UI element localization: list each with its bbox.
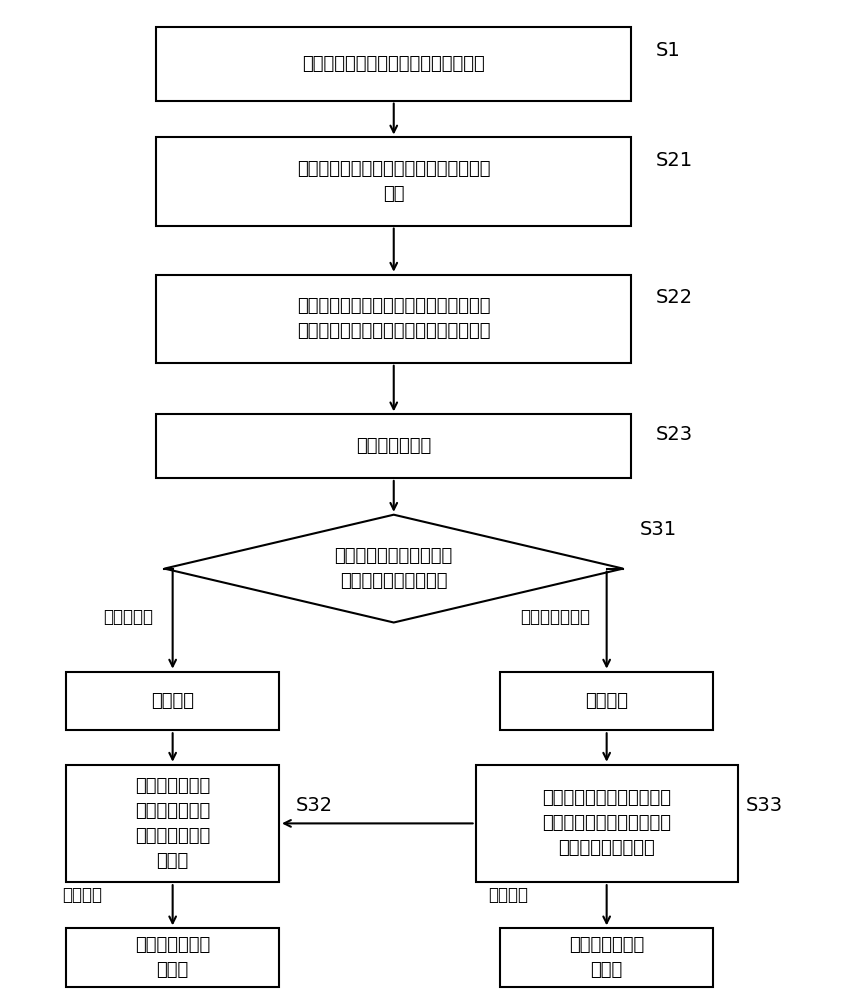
FancyBboxPatch shape [499, 928, 712, 987]
Text: 运算得到包含有从展开前图片逐渐展开变
换至展开后图片的展开过程的多帧图片；: 运算得到包含有从展开前图片逐渐展开变 换至展开后图片的展开过程的多帧图片； [296, 297, 490, 340]
Text: S23: S23 [655, 425, 692, 444]
Text: 开始动画: 开始动画 [584, 692, 627, 710]
Text: 时间完成: 时间完成 [62, 886, 102, 904]
Text: 根据手指滑动的距离占总距
离的比值变化将每一帧图片
顺序绘制到当前屏幕: 根据手指滑动的距离占总距 离的比值变化将每一帧图片 顺序绘制到当前屏幕 [542, 789, 671, 857]
Text: 判断界面切换指令为单击
信号或手指滑动信号；: 判断界面切换指令为单击 信号或手指滑动信号； [334, 547, 452, 590]
Text: 显示展开后的界
面图片: 显示展开后的界 面图片 [568, 936, 643, 979]
Text: S22: S22 [655, 288, 692, 307]
Polygon shape [164, 515, 622, 622]
FancyBboxPatch shape [156, 137, 630, 226]
Text: S31: S31 [639, 520, 676, 539]
FancyBboxPatch shape [156, 414, 630, 478]
FancyBboxPatch shape [66, 672, 279, 730]
FancyBboxPatch shape [156, 27, 630, 101]
Text: 确认接收到用户输入的界面切换指令；: 确认接收到用户输入的界面切换指令； [302, 55, 485, 73]
Text: S1: S1 [655, 41, 680, 60]
Text: S33: S33 [745, 796, 782, 815]
FancyBboxPatch shape [499, 672, 712, 730]
Text: 获取展开前的界面图片和展开后的界面图
片；: 获取展开前的界面图片和展开后的界面图 片； [296, 160, 490, 203]
Text: 为手指滑动信号: 为手指滑动信号 [520, 608, 590, 626]
FancyBboxPatch shape [156, 275, 630, 363]
FancyBboxPatch shape [66, 765, 279, 882]
Text: S32: S32 [295, 796, 332, 815]
Text: 根据设定的时间
插值顺序将每一
帧图片绘制到当
前屏幕: 根据设定的时间 插值顺序将每一 帧图片绘制到当 前屏幕 [135, 777, 210, 870]
FancyBboxPatch shape [66, 928, 279, 987]
FancyBboxPatch shape [475, 765, 737, 882]
Text: 存储多帧图片；: 存储多帧图片； [355, 437, 431, 455]
Text: 开始动画: 开始动画 [151, 692, 194, 710]
Text: 显示展开后的界
面图片: 显示展开后的界 面图片 [135, 936, 210, 979]
Text: 为单击信号: 为单击信号 [103, 608, 153, 626]
Text: 时间完成: 时间完成 [487, 886, 527, 904]
Text: S21: S21 [655, 151, 692, 170]
